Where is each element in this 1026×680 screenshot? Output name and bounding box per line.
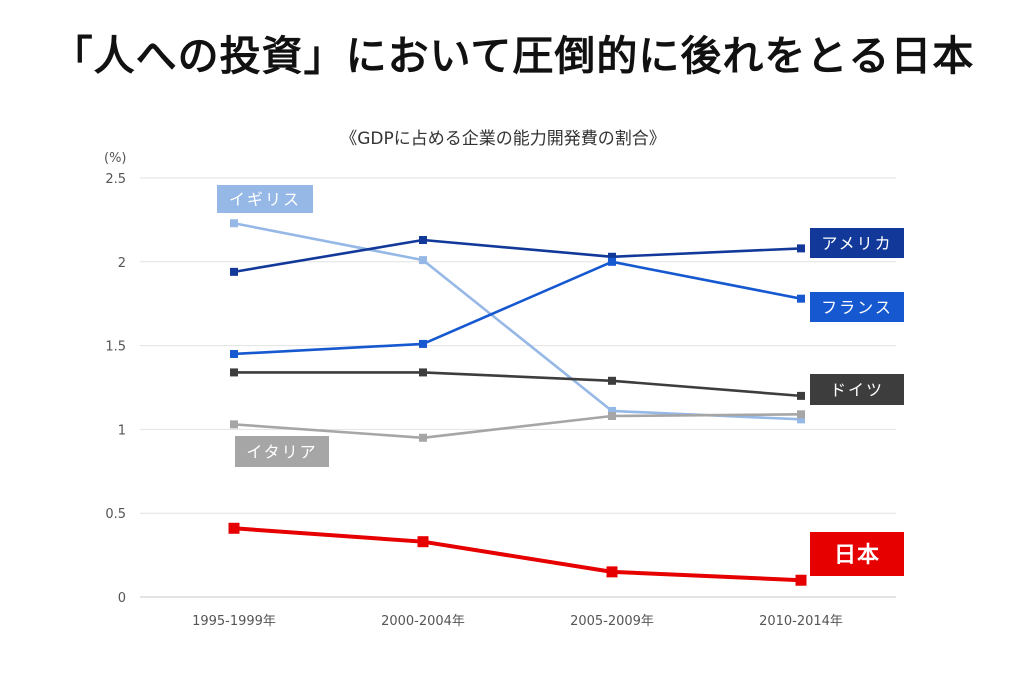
series-label-1: アメリカ — [821, 234, 892, 253]
y-axis-ticks: 0 0.5 1 1.5 2 2.5 — [105, 172, 126, 606]
series-label-5: 日本 — [834, 543, 880, 568]
x-tick-label: 2010-2014年 — [759, 614, 843, 629]
data-point-0-2 — [608, 406, 616, 415]
data-point-5-0 — [228, 522, 240, 534]
data-point-5-1 — [417, 536, 429, 548]
data-point-2-1 — [419, 339, 427, 348]
series-label-box-5 — [810, 532, 904, 576]
data-point-4-1 — [419, 433, 427, 442]
y-axis-unit-label: (%) — [104, 151, 127, 166]
data-point-4-3 — [797, 410, 805, 419]
data-point-4-2 — [608, 411, 616, 420]
x-tick-label: 1995-1999年 — [192, 614, 276, 629]
series-group — [228, 219, 807, 586]
data-point-4-0 — [230, 420, 238, 429]
data-point-0-3 — [797, 415, 805, 424]
series-label-2: フランス — [821, 298, 893, 317]
data-point-1-2 — [608, 252, 616, 261]
series-label-3: ドイツ — [830, 381, 884, 400]
series-label-box-1 — [810, 228, 904, 258]
series-line-2 — [233, 260, 802, 356]
series-label-box-2 — [810, 292, 904, 322]
y-tick-label: 0.5 — [105, 507, 126, 522]
data-point-2-0 — [230, 349, 238, 358]
data-point-1-1 — [419, 236, 427, 245]
data-point-1-3 — [797, 244, 805, 253]
data-point-5-3 — [795, 574, 807, 586]
series-label-box-3 — [810, 374, 904, 405]
data-point-1-0 — [230, 267, 238, 276]
x-axis-ticks: 1995-1999年 2000-2004年 2005-2009年 2010-2014年 — [192, 614, 843, 629]
page-headline: 「人への投資」において圧倒的に後れをとる日本 — [51, 32, 975, 80]
series-label-box-0 — [217, 185, 313, 213]
y-tick-label: 2 — [118, 256, 126, 271]
data-point-3-2 — [608, 376, 616, 385]
gridlines — [140, 177, 896, 598]
series-line-1 — [233, 238, 802, 274]
data-point-0-1 — [419, 256, 427, 265]
y-tick-label: 1.5 — [105, 340, 126, 355]
series-label-4: イタリア — [246, 443, 317, 462]
x-tick-label: 2000-2004年 — [381, 614, 465, 629]
data-point-2-2 — [608, 257, 616, 266]
y-tick-label: 1 — [118, 423, 126, 438]
y-tick-label: 2.5 — [105, 172, 126, 187]
series-label-box-4 — [235, 436, 329, 467]
series-line-3 — [234, 371, 802, 398]
data-point-5-2 — [606, 566, 618, 578]
data-point-3-3 — [797, 391, 805, 400]
series-line-5 — [233, 526, 802, 583]
chart-title: 《GDPに占める企業の能力開発費の割合》 — [340, 129, 666, 149]
x-tick-label: 2005-2009年 — [570, 614, 654, 629]
series-line-4 — [233, 413, 802, 440]
data-point-2-3 — [797, 294, 805, 303]
y-tick-label: 0 — [118, 591, 126, 606]
data-point-3-1 — [419, 368, 427, 377]
series-label-0: イギリス — [229, 190, 301, 209]
data-point-0-0 — [230, 219, 238, 228]
data-point-3-0 — [230, 368, 238, 377]
